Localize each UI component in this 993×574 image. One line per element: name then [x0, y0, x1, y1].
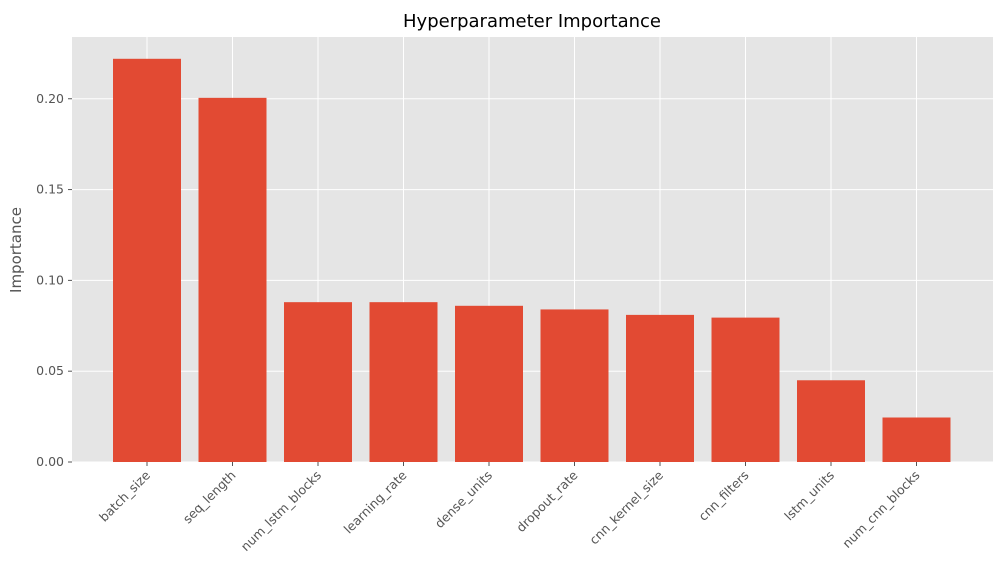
- bar-num-cnn-blocks: [882, 417, 951, 462]
- chart-title: Hyperparameter Importance: [403, 11, 661, 32]
- bar-batch-size: [113, 58, 181, 463]
- bar-cnn-filters: [711, 317, 780, 462]
- bar-dropout-rate: [540, 309, 609, 462]
- x-tick-label: batch_size: [96, 467, 153, 524]
- y-tick-label: 0.20: [36, 91, 64, 106]
- x-tick-label: dense_units: [432, 468, 495, 531]
- y-tick-label: 0.10: [36, 272, 64, 287]
- y-axis-label: Importance: [7, 207, 25, 293]
- bar-dense-units: [455, 305, 523, 462]
- y-axis: 0.00 0.05 0.10 0.15 0.20: [36, 91, 72, 469]
- x-tick-label: cnn_kernel_size: [586, 467, 666, 547]
- x-tick-label: num_cnn_blocks: [839, 468, 922, 551]
- bar-learning-rate: [369, 302, 438, 462]
- x-axis: batch_size seq_length num_lstm_blocks learn…: [96, 462, 923, 554]
- x-tick-label: cnn_filters: [695, 468, 751, 524]
- bar-lstm-units: [797, 380, 865, 462]
- y-tick-label: 0.00: [36, 454, 64, 469]
- x-tick-label: seq_length: [180, 468, 239, 527]
- x-tick-label: lstm_units: [781, 468, 837, 524]
- bar-num-lstm-blocks: [284, 302, 352, 462]
- x-tick-label: num_lstm_blocks: [238, 468, 324, 554]
- y-tick-label: 0.15: [36, 182, 64, 197]
- bar-seq-length: [198, 97, 267, 462]
- x-tick-label: learning_rate: [341, 467, 410, 536]
- y-tick-label: 0.05: [36, 363, 64, 378]
- x-tick-label: dropout_rate: [513, 467, 581, 535]
- bar-cnn-kernel-size: [626, 314, 694, 462]
- bars: [113, 58, 951, 463]
